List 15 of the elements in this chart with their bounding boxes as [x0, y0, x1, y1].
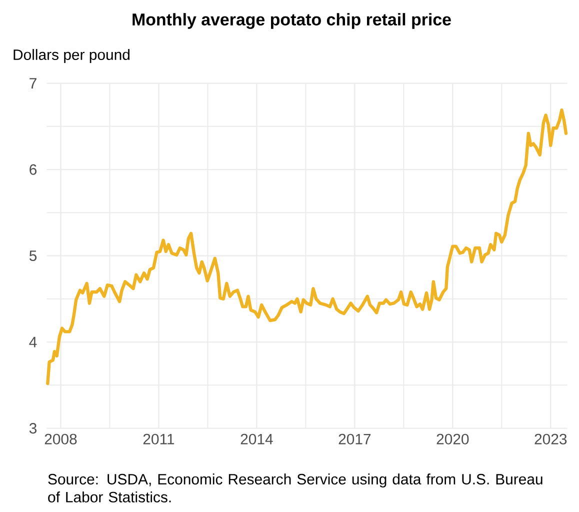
x-tick-label: 2020 — [436, 434, 469, 444]
y-tick-label: 4 — [29, 336, 37, 348]
y-tick-label: 7 — [30, 78, 36, 88]
x-tick-label: 2017 — [338, 434, 371, 444]
chart-title: Monthly average potato chip retail price — [132, 13, 451, 29]
y-tick-label: 5 — [29, 250, 37, 262]
y-tick-label: 3 — [29, 423, 37, 434]
source-note: Source: USDA, Economic Research Service using data from U.S. Bureau of Labor Statistics. — [48, 474, 542, 502]
y-tick-label: 6 — [30, 164, 37, 175]
x-tick-label: 2023 — [534, 434, 567, 444]
line-series — [46, 108, 568, 386]
x-tick-label: 2011 — [143, 434, 174, 444]
y-axis-title: Dollars per pound — [14, 49, 130, 63]
x-tick-label: 2008 — [44, 434, 77, 444]
x-tick-label: 2014 — [240, 434, 273, 444]
